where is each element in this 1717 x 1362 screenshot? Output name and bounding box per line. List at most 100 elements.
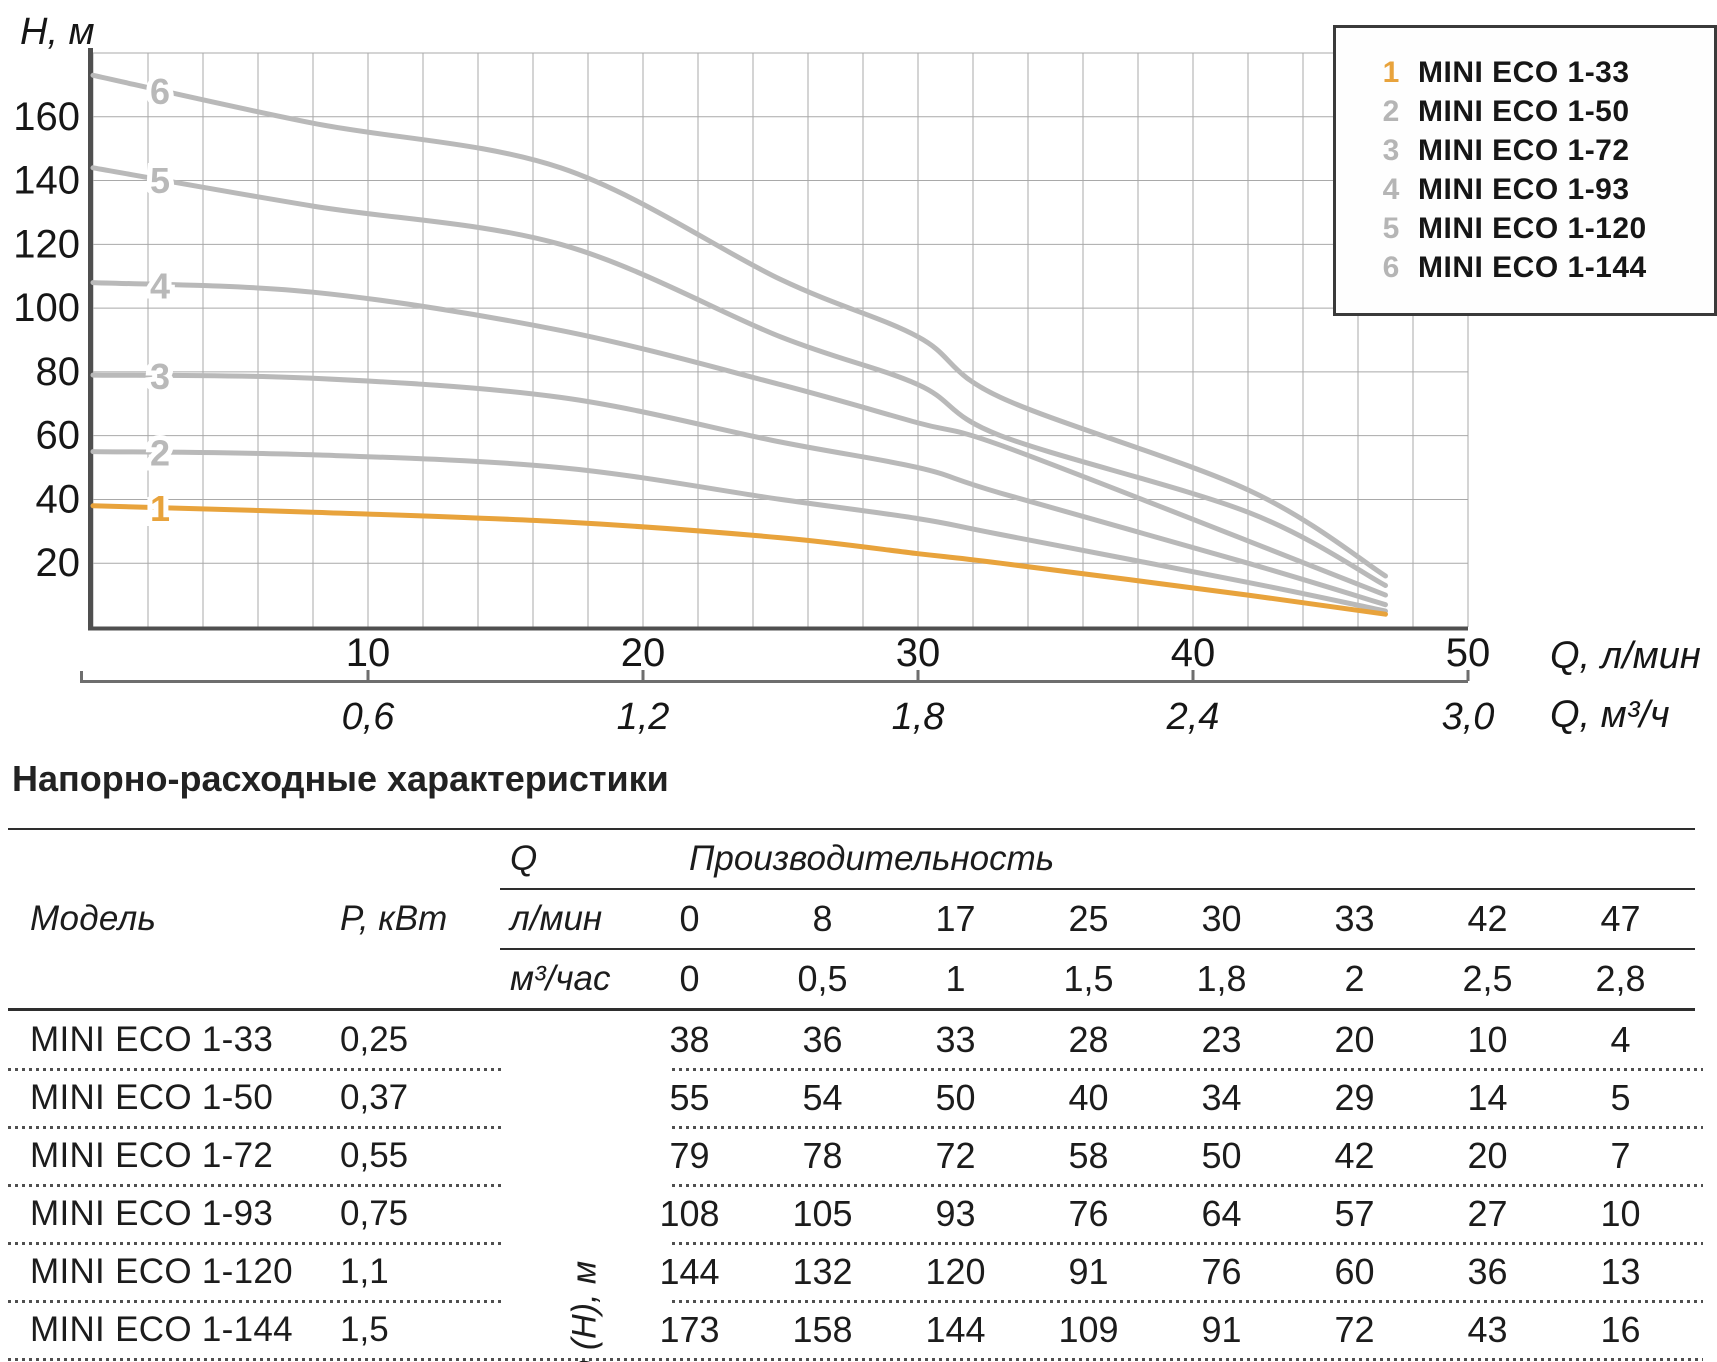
row-separator-dotted [672,1126,1703,1129]
x-axis-title-lpm: Q, л/мин [1550,635,1701,677]
table-row: MINI ECO 1-93 0,75 108 105 93 76 64 57 27 10 [8,1185,1703,1245]
x-tick-label-lpm: 30 [896,631,941,675]
flow-lpm-value: 25 [1068,898,1109,939]
x-tick-label-m3h: 2,4 [1166,696,1220,738]
flow-m3h-value: 0,5 [797,958,848,999]
y-tick-label: 160 [13,95,80,139]
y-tick-label: 80 [36,350,81,394]
model-name: MINI ECO 1-93 [30,1194,274,1233]
table-header-row-m3h: м³/час 0 0,5 1 1,5 1,8 2 2,5 2,8 [8,950,1695,1008]
m3h-unit-label: м³/час [510,959,611,998]
head-value: 78 [802,1135,843,1176]
head-value: 50 [1201,1135,1242,1176]
head-value: 57 [1334,1193,1375,1234]
legend-item-label: MINI ECO 1-93 [1418,173,1630,206]
legend-item: 1 MINI ECO 1-33 [1374,54,1714,93]
head-value: 132 [792,1251,853,1292]
flow-lpm-value: 33 [1334,898,1375,939]
power-value: 0,25 [340,1020,409,1059]
curve-mini-eco-1-33 [90,503,1388,617]
lpm-unit-label: л/мин [510,899,603,938]
x-tick-label-m3h: 0,6 [342,696,396,738]
flow-lpm-value: 17 [935,898,976,939]
y-tick-label: 120 [13,222,80,266]
curve-mini-eco-1-50 [90,449,1388,614]
row-separator-dotted [672,1242,1703,1245]
head-value: 29 [1334,1077,1375,1118]
x-tick-label-m3h: 3,0 [1442,696,1495,738]
head-value: 4 [1610,1019,1631,1060]
head-value: 10 [1467,1019,1508,1060]
head-value: 173 [659,1309,720,1350]
curve-number-label: 2 [150,433,170,474]
table-row: MINI ECO 1-120 1,1 144 132 120 91 76 60 36 13 [8,1243,1703,1303]
x-tick-label-lpm: 20 [621,631,666,675]
model-name: MINI ECO 1-120 [30,1252,293,1291]
head-value: 72 [1334,1309,1375,1350]
row-separator-dotted [672,1184,1703,1187]
y-tick-label: 20 [36,541,81,585]
chart-legend: 1 MINI ECO 1-33 2 MINI ECO 1-50 3 MINI ECO 1-… [1333,25,1717,316]
y-tick-label: 100 [13,286,80,330]
legend-item-label: MINI ECO 1-144 [1418,251,1647,284]
flow-m3h-value: 0 [679,958,700,999]
flow-lpm-value: 0 [679,898,700,939]
power-value: 0,55 [340,1136,409,1175]
curve-number-label: 5 [150,160,170,201]
row-separator-dotted [8,1126,505,1129]
head-value: 27 [1467,1193,1508,1234]
table-row: MINI ECO 1-144 1,5 173 158 144 109 91 72 43 16 [8,1301,1703,1361]
flow-lpm-value: 8 [812,898,833,939]
legend-item-number: 5 [1382,212,1400,245]
head-value: 34 [1201,1077,1242,1118]
head-value: 36 [1467,1251,1508,1292]
legend-item-number: 1 [1382,56,1400,89]
head-value: 28 [1068,1019,1109,1060]
head-value: 40 [1068,1077,1109,1118]
model-name: MINI ECO 1-50 [30,1078,274,1117]
flow-m3h-value: 2,5 [1462,958,1513,999]
curve-mini-eco-1-120 [90,165,1388,588]
table-header-row-q: Q Производительность [8,830,1695,888]
head-value: 93 [935,1193,976,1234]
y-tick-label: 140 [13,159,80,203]
table-rule-under-q [500,888,1695,890]
head-value: 105 [792,1193,853,1234]
power-column-header: P, кВт [340,899,448,938]
curve-mini-eco-1-144 [90,72,1388,579]
table-row: MINI ECO 1-50 0,37 55 54 50 40 34 29 14 5 [8,1069,1703,1129]
table-header-row-lpm: Модель P, кВт л/мин 0 8 17 25 30 33 42 47 [8,890,1695,948]
head-value: 54 [802,1077,843,1118]
legend-item: 4 MINI ECO 1-93 [1374,171,1714,210]
model-column-header: Модель [30,899,157,938]
legend-item-label: MINI ECO 1-50 [1418,95,1630,128]
legend-item-label: MINI ECO 1-120 [1418,212,1647,245]
row-separator-dotted [672,1068,1703,1071]
flow-m3h-value: 2 [1344,958,1365,999]
row-separator-dotted [8,1300,505,1303]
x-tick-label-lpm: 40 [1171,631,1216,675]
head-value: 20 [1467,1135,1508,1176]
y-axis-title: H, м [20,11,95,53]
pump-curves-chart: 20 40 60 80 100 120 140 160 H, м 6 5 4 3 2 1 10 20 30 40 50… [13,11,1717,738]
table-rule-top [8,828,1695,830]
curve-number-label: 6 [150,71,170,112]
head-value: 91 [1201,1309,1242,1350]
flow-lpm-value: 42 [1467,898,1508,939]
table-row: MINI ECO 1-72 0,55 79 78 72 58 50 42 20 7 [8,1127,1703,1187]
flow-m3h-value: 1,8 [1196,958,1247,999]
head-value: 158 [792,1309,853,1350]
head-value: 55 [669,1077,710,1118]
head-value: 13 [1600,1251,1641,1292]
section-title: Напорно-расходные характеристики [12,758,669,799]
curve-number-label: 3 [150,356,170,397]
head-value: 5 [1610,1077,1631,1118]
flow-m3h-value: 1,5 [1063,958,1114,999]
curve-mini-eco-1-93 [90,280,1388,598]
head-value: 50 [935,1077,976,1118]
curve-mini-eco-1-72 [90,372,1388,608]
x-tick-label-m3h: 1,8 [892,696,945,738]
y-tick-label: 60 [36,414,81,458]
